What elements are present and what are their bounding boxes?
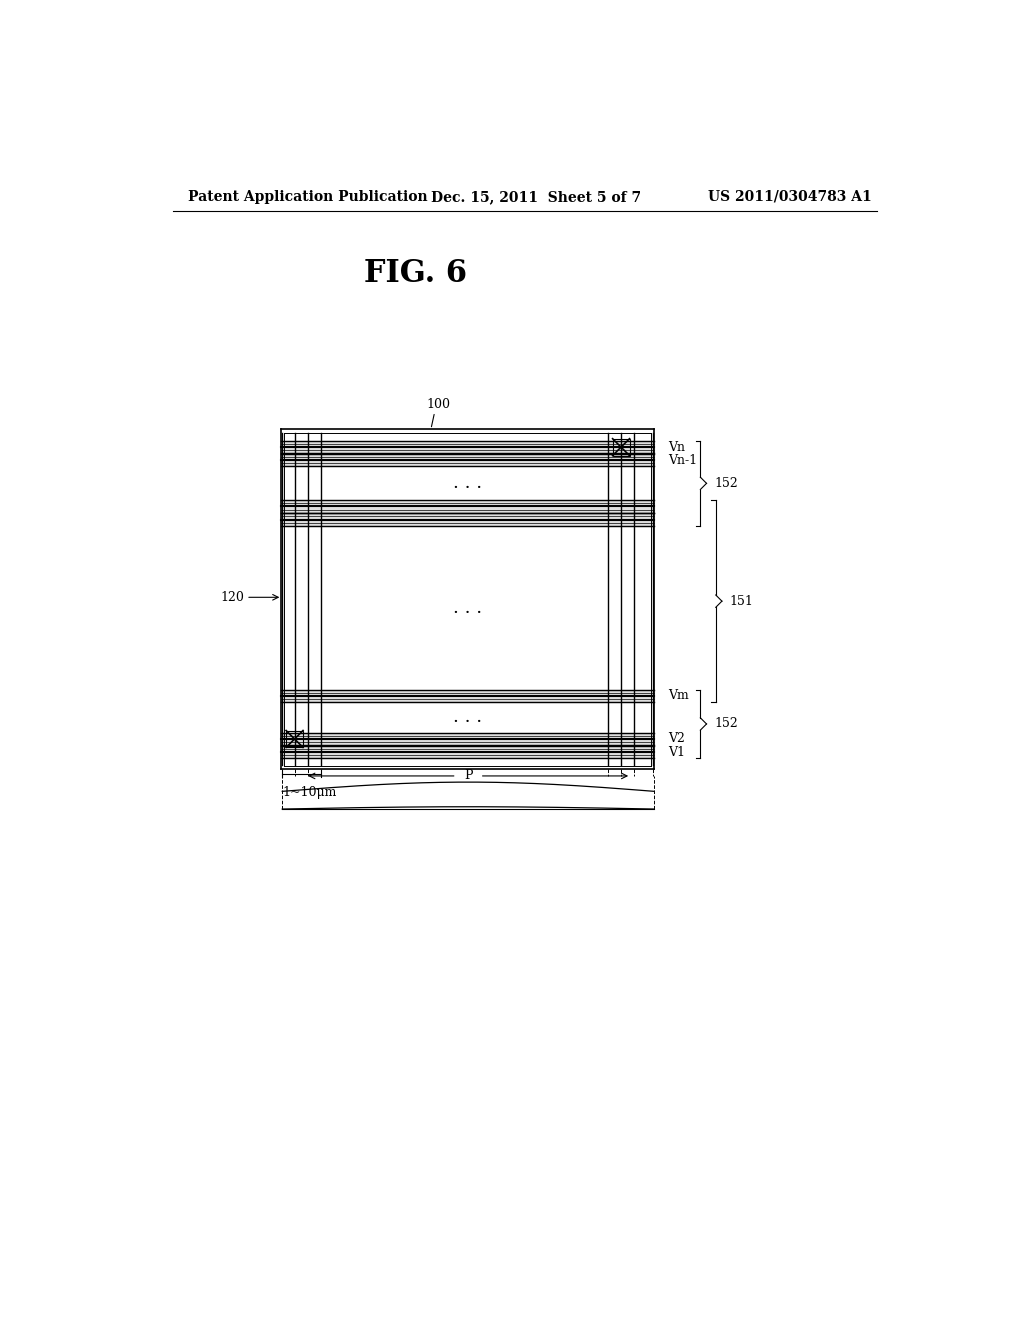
Text: 151: 151 <box>730 594 754 607</box>
Text: Vn-1: Vn-1 <box>668 454 697 467</box>
Text: . . .: . . . <box>453 599 482 616</box>
Text: FIG. 6: FIG. 6 <box>364 259 467 289</box>
Text: 152: 152 <box>714 477 738 490</box>
Bar <box>612 438 630 455</box>
Bar <box>286 730 303 747</box>
Text: V1: V1 <box>668 746 685 759</box>
Text: . . .: . . . <box>453 474 482 492</box>
Text: Patent Application Publication: Patent Application Publication <box>188 190 428 203</box>
Text: Vm: Vm <box>668 689 689 702</box>
Text: 100: 100 <box>427 399 451 412</box>
Text: . . .: . . . <box>453 709 482 726</box>
Text: 120: 120 <box>220 591 245 603</box>
Text: 152: 152 <box>714 718 738 730</box>
Text: Vn: Vn <box>668 441 685 454</box>
Text: V2: V2 <box>668 733 685 746</box>
Text: US 2011/0304783 A1: US 2011/0304783 A1 <box>708 190 871 203</box>
Text: 1~10μm: 1~10μm <box>283 785 337 799</box>
Text: P: P <box>464 770 472 783</box>
Text: Dec. 15, 2011  Sheet 5 of 7: Dec. 15, 2011 Sheet 5 of 7 <box>431 190 641 203</box>
